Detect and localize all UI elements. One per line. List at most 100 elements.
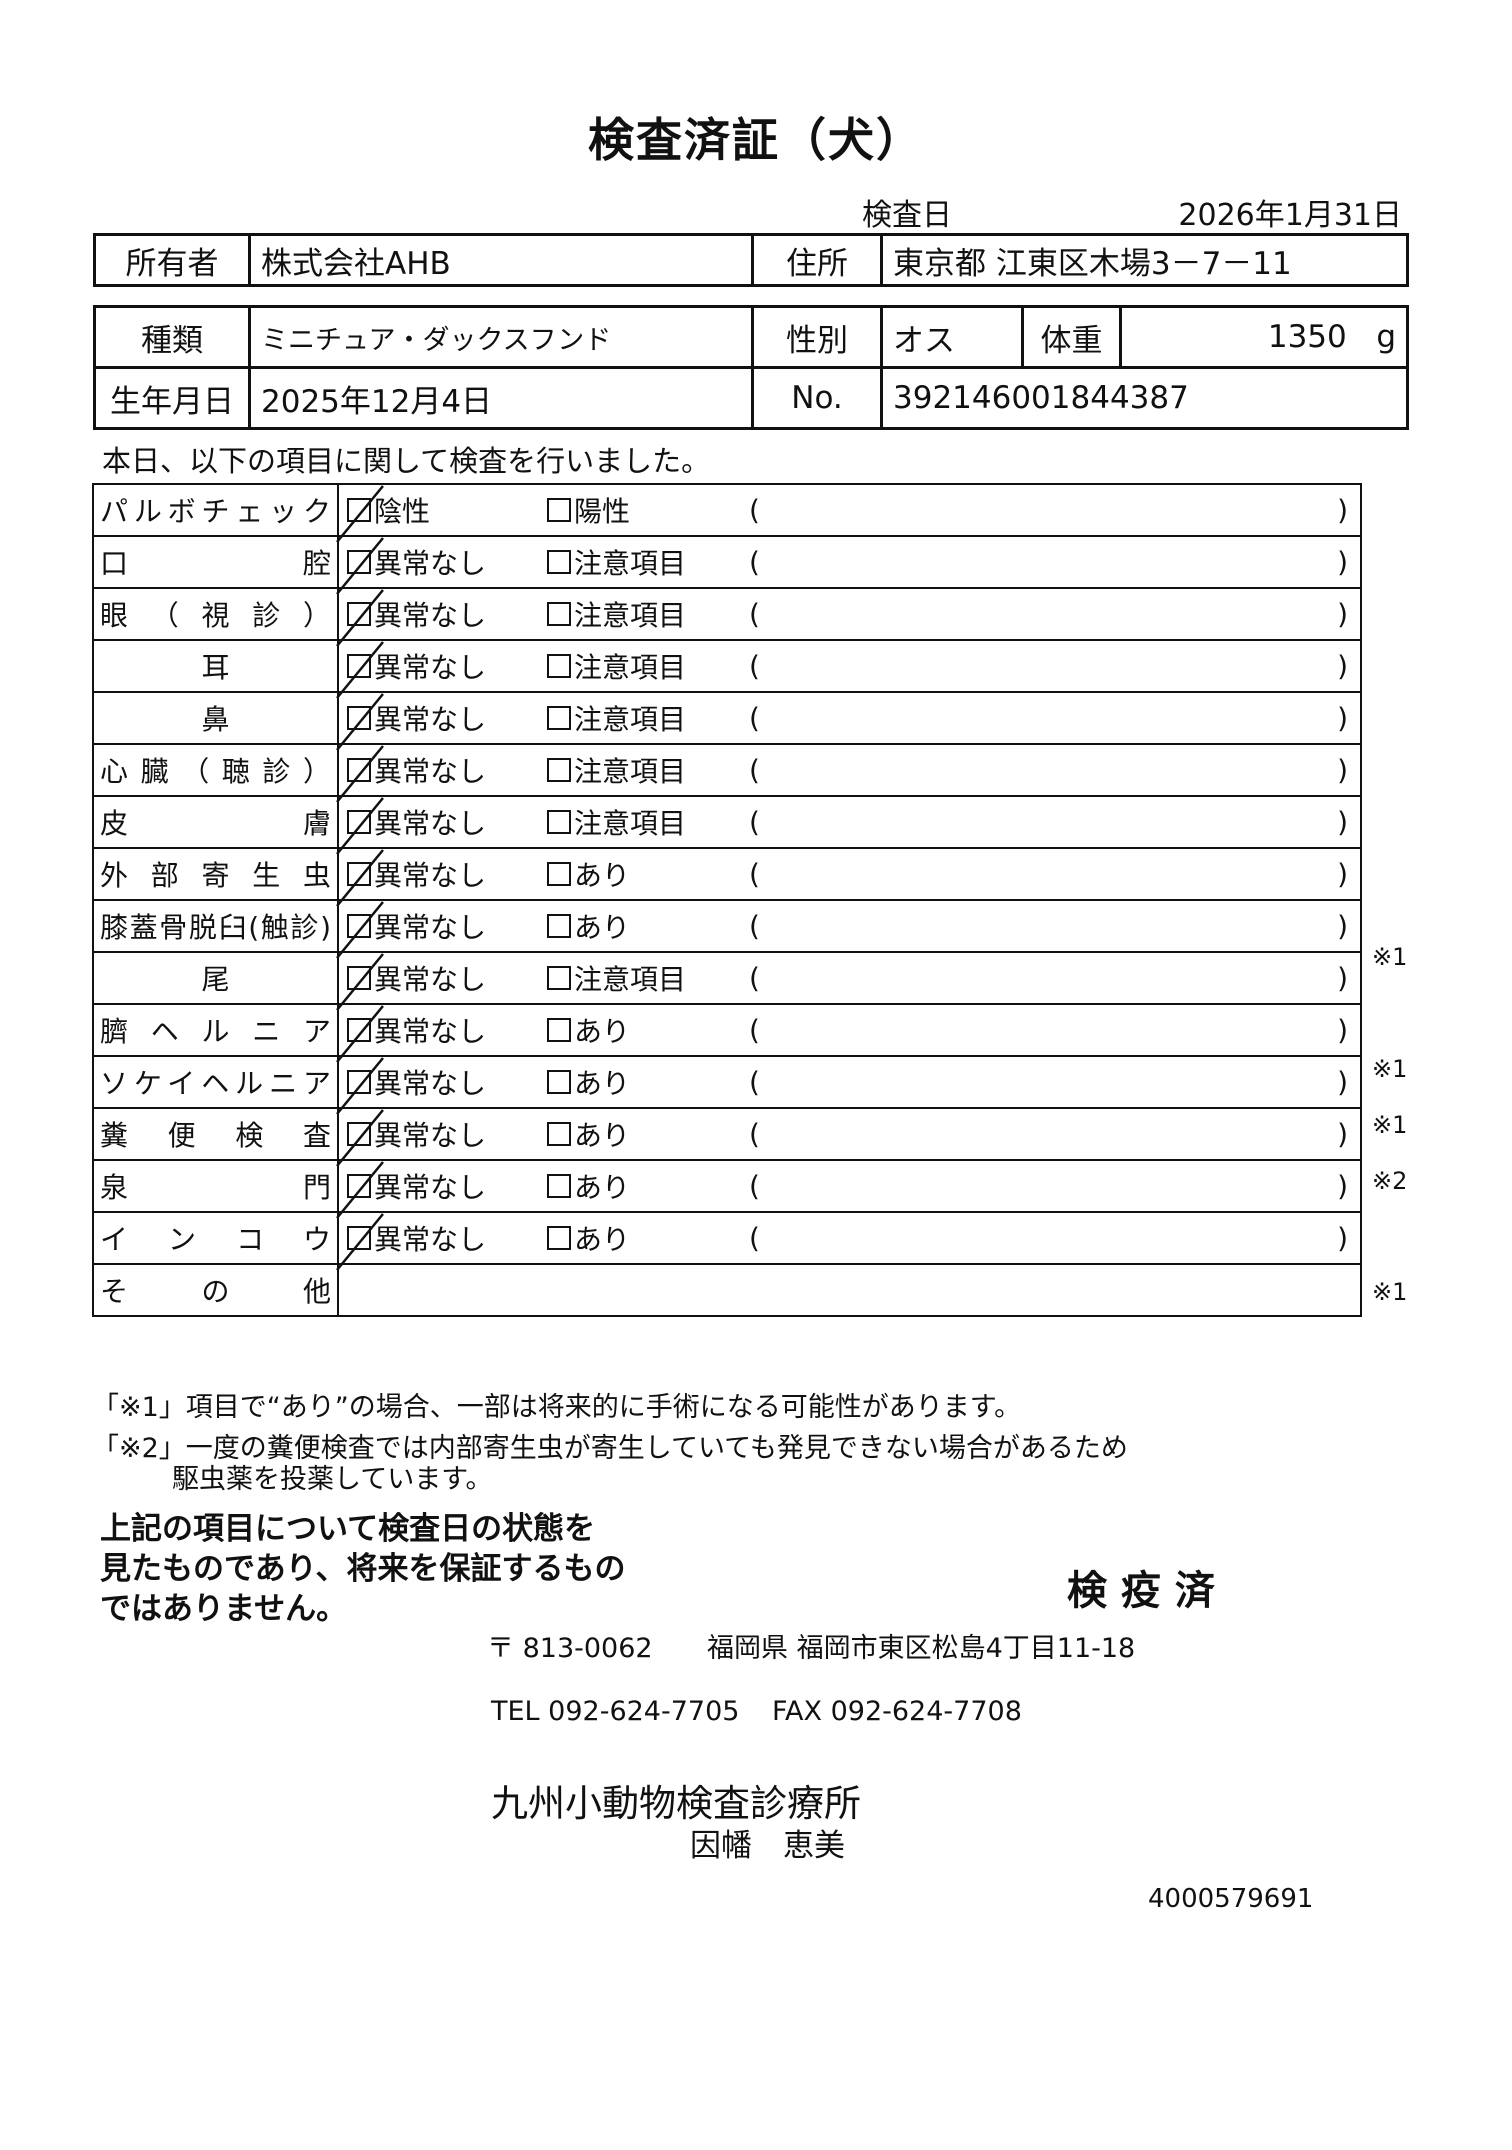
check-row: 口腔 異常なし 注意項目 ( ) bbox=[92, 535, 1362, 595]
checkbox[interactable] bbox=[336, 693, 384, 751]
option-normal[interactable]: 異常なし bbox=[336, 693, 486, 751]
check-row: 心臓（聴診） 異常なし 注意項目 ( ) bbox=[92, 743, 1362, 803]
checkbox[interactable] bbox=[336, 797, 384, 855]
birth-value: 2025年12月4日 bbox=[248, 366, 754, 430]
option-abnormal[interactable]: あり bbox=[547, 1166, 630, 1206]
check-mark-icon bbox=[336, 589, 384, 647]
option-normal-label: 異常なし bbox=[374, 547, 487, 580]
check-footnote-ref: ※1 bbox=[1372, 1278, 1408, 1307]
option-abnormal[interactable]: あり bbox=[547, 1010, 630, 1050]
option-normal[interactable]: 異常なし bbox=[336, 745, 486, 803]
checkbox[interactable] bbox=[336, 901, 384, 959]
checkbox[interactable] bbox=[547, 602, 571, 626]
check-options: 異常なし 注意項目 ( ) bbox=[336, 691, 1362, 751]
no-value: 392146001844387 bbox=[880, 366, 1409, 430]
option-abnormal[interactable]: あり bbox=[547, 906, 630, 946]
checkbox[interactable] bbox=[547, 1070, 571, 1094]
option-normal[interactable]: 異常なし bbox=[336, 1005, 486, 1063]
checkbox[interactable] bbox=[336, 485, 384, 543]
option-normal[interactable]: 異常なし bbox=[336, 901, 486, 959]
paren-open: ( bbox=[749, 1221, 760, 1255]
paren-close: ) bbox=[1337, 909, 1348, 943]
option-normal[interactable]: 異常なし bbox=[336, 537, 487, 595]
option-normal-label: 異常なし bbox=[374, 859, 487, 892]
check-row: 臍ヘルニア 異常なし あり ( ) bbox=[92, 1003, 1362, 1063]
check-item-label: 糞便検査 bbox=[92, 1107, 339, 1161]
checkbox[interactable] bbox=[336, 537, 384, 595]
option-normal[interactable]: 異常なし bbox=[336, 849, 487, 907]
paren-close: ) bbox=[1337, 753, 1348, 787]
option-abnormal[interactable]: あり bbox=[547, 854, 630, 894]
option-normal[interactable]: 異常なし bbox=[336, 1213, 486, 1271]
checkbox[interactable] bbox=[336, 1057, 384, 1115]
option-normal[interactable]: 異常なし bbox=[336, 589, 487, 647]
clinic-person: 因幡 恵美 bbox=[690, 1828, 845, 1864]
check-mark-icon bbox=[336, 1161, 384, 1219]
check-row: 糞便検査 異常なし あり ( ) bbox=[92, 1107, 1362, 1167]
weight-unit: g bbox=[1376, 319, 1396, 355]
option-abnormal[interactable]: 注意項目 bbox=[547, 698, 686, 738]
option-normal[interactable]: 異常なし bbox=[336, 953, 486, 1011]
option-abnormal[interactable]: あり bbox=[547, 1218, 630, 1258]
check-options: 異常なし 注意項目 ( ) bbox=[336, 587, 1362, 647]
option-abnormal-label: 注意項目 bbox=[574, 599, 687, 632]
paren-close: ) bbox=[1337, 1169, 1348, 1203]
address-value: 東京都 江東区木場3－7－11 bbox=[880, 233, 1409, 287]
check-item-label: 膝蓋骨脱臼(触診) bbox=[92, 899, 339, 953]
checkbox[interactable] bbox=[336, 589, 384, 647]
option-abnormal[interactable]: 陽性 bbox=[547, 490, 630, 530]
checkbox[interactable] bbox=[547, 810, 571, 834]
option-abnormal[interactable]: 注意項目 bbox=[547, 802, 686, 842]
option-abnormal[interactable]: 注意項目 bbox=[547, 594, 686, 634]
check-row: 皮膚 異常なし 注意項目 ( ) bbox=[92, 795, 1362, 855]
option-normal[interactable]: 異常なし bbox=[336, 641, 486, 699]
checkbox[interactable] bbox=[336, 1109, 384, 1167]
breed-value: ミニチュア・ダックスフンド bbox=[248, 305, 754, 369]
address-label: 住所 bbox=[751, 233, 883, 287]
checkbox[interactable] bbox=[547, 1174, 571, 1198]
option-abnormal[interactable]: 注意項目 bbox=[547, 646, 686, 686]
option-normal[interactable]: 異常なし bbox=[336, 1109, 486, 1167]
check-item-label: 皮膚 bbox=[92, 795, 339, 849]
checkbox[interactable] bbox=[336, 641, 384, 699]
option-normal[interactable]: 異常なし bbox=[336, 797, 486, 855]
checkbox[interactable] bbox=[547, 550, 571, 574]
checkbox[interactable] bbox=[547, 706, 571, 730]
clinic-address: 福岡県 福岡市東区松島4丁目11-18 bbox=[707, 1633, 1136, 1664]
checkbox[interactable] bbox=[547, 1122, 571, 1146]
checkbox[interactable] bbox=[336, 745, 384, 803]
option-normal[interactable]: 異常なし bbox=[336, 1161, 486, 1219]
paren-open: ( bbox=[749, 857, 760, 891]
option-abnormal[interactable]: 注意項目 bbox=[547, 750, 686, 790]
checkbox[interactable] bbox=[336, 1005, 384, 1063]
option-normal-label: 異常なし bbox=[374, 599, 487, 632]
checkbox[interactable] bbox=[547, 1226, 571, 1250]
option-abnormal[interactable]: あり bbox=[547, 1062, 630, 1102]
option-abnormal-label: 注意項目 bbox=[574, 547, 687, 580]
checkbox[interactable] bbox=[547, 862, 571, 886]
paren-close: ) bbox=[1337, 545, 1348, 579]
checkbox[interactable] bbox=[547, 966, 571, 990]
checkbox[interactable] bbox=[547, 654, 571, 678]
check-options: 異常なし あり ( ) bbox=[336, 899, 1362, 959]
option-normal[interactable]: 陰性 bbox=[336, 485, 430, 543]
check-mark-icon bbox=[336, 1109, 384, 1167]
checkbox[interactable] bbox=[547, 498, 571, 522]
option-abnormal-label: あり bbox=[574, 1223, 631, 1256]
footnote-1: 「※1」項目で“あり”の場合、一部は将来的に手術になる可能性があります。 bbox=[92, 1392, 1022, 1423]
checkbox[interactable] bbox=[547, 758, 571, 782]
clinic-name: 九州小動物検査診療所 bbox=[491, 1782, 861, 1825]
animal-table: 種類 ミニチュア・ダックスフンド 性別 オス 体重 1350 g 生年月日 20… bbox=[93, 305, 1409, 430]
option-abnormal[interactable]: 注意項目 bbox=[547, 542, 686, 582]
option-abnormal[interactable]: あり bbox=[547, 1114, 630, 1154]
option-normal[interactable]: 異常なし bbox=[336, 1057, 486, 1115]
checkbox[interactable] bbox=[547, 914, 571, 938]
option-abnormal-label: あり bbox=[574, 911, 631, 944]
checkbox[interactable] bbox=[336, 849, 384, 907]
option-abnormal[interactable]: 注意項目 bbox=[547, 958, 686, 998]
checkbox[interactable] bbox=[336, 1161, 384, 1219]
checkbox[interactable] bbox=[547, 1018, 571, 1042]
check-item-label: 口腔 bbox=[92, 535, 339, 589]
checkbox[interactable] bbox=[336, 953, 384, 1011]
checkbox[interactable] bbox=[336, 1213, 384, 1271]
